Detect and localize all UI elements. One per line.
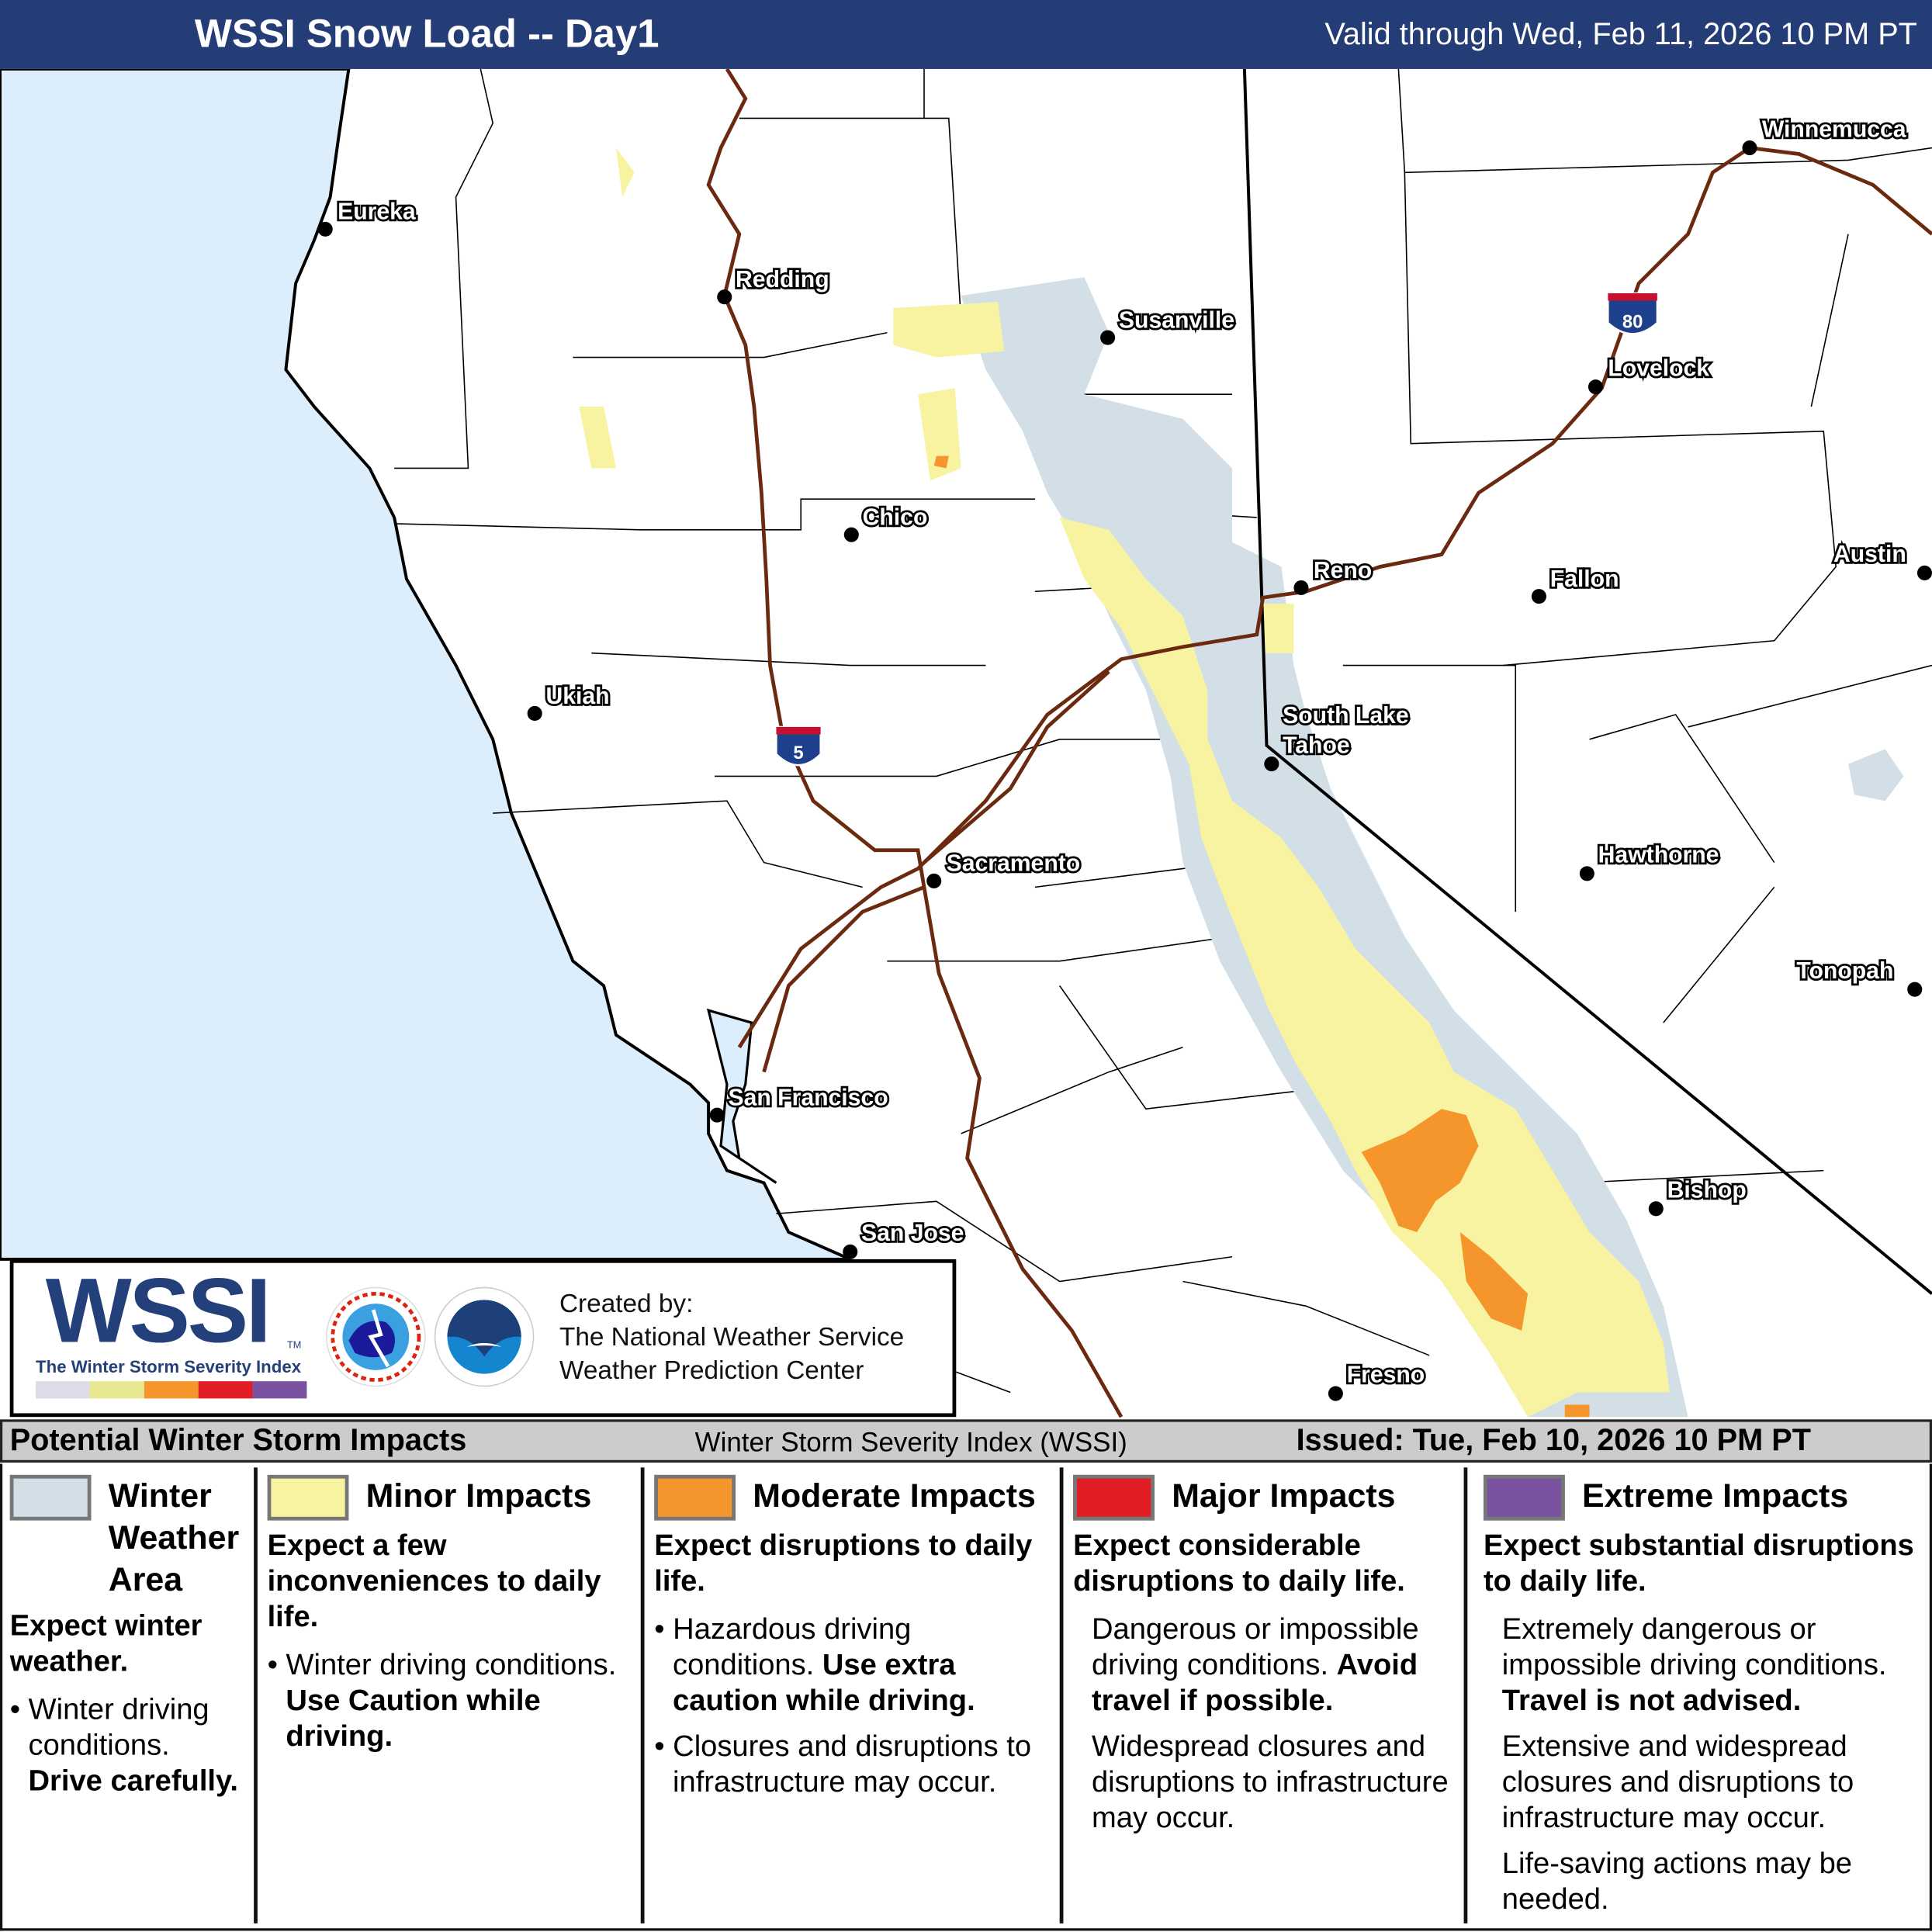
swatch-extreme <box>1483 1474 1565 1521</box>
legend-divider <box>640 1467 645 1923</box>
city-susanville: Susanville <box>1119 307 1234 333</box>
legend-extreme: Extreme Impacts Expect substantial disru… <box>1483 1463 1927 1928</box>
legend-bullet: • Winter driving conditions. Use Caution… <box>267 1648 617 1754</box>
legend-text: Life-saving actions may be needed. <box>1501 1847 1853 1916</box>
city-bishop: Bishop <box>1667 1178 1747 1203</box>
legend-text: Widespread closures and disruptions to i… <box>1091 1729 1449 1835</box>
legend-lead: Expect winter weather. <box>9 1608 203 1678</box>
legend-bullet: • Closures and disruptions to infrastruc… <box>654 1729 1032 1799</box>
legend-lead: Expect a few inconveniences to daily lif… <box>267 1529 601 1634</box>
city-south-lake-tahoe: South Lake <box>1283 703 1409 729</box>
map: 5 80 Eureka Redding Susanville Chico Uki… <box>0 68 1932 1420</box>
city-eureka: Eureka <box>338 199 416 225</box>
us-50 <box>923 670 1110 864</box>
created-label: Created by: <box>559 1290 694 1319</box>
wssi-logo: WSSI <box>45 1259 272 1362</box>
legend-minor: Minor Impacts Expect a few inconvenience… <box>267 1463 637 1928</box>
swatch-minor <box>267 1474 349 1521</box>
ocean <box>0 68 851 1261</box>
swatch-major <box>1073 1474 1155 1521</box>
city-reno: Reno <box>1314 558 1372 583</box>
header-bar: WSSI Snow Load -- Day1 Valid through Wed… <box>0 0 1932 69</box>
valid-through: Valid through Wed, Feb 11, 2026 10 PM PT <box>1324 17 1917 52</box>
state-line <box>1242 68 1932 1295</box>
legend-divider <box>1059 1467 1064 1923</box>
winter-weather-nv <box>1848 749 1904 802</box>
legend-moderate: Moderate Impacts Expect disruptions to d… <box>654 1463 1054 1928</box>
impact-legend: Winter Weather Area Expect winter weather.… <box>0 1463 1932 1932</box>
city-lovelock: Lovelock <box>1608 355 1709 381</box>
interstate-80 <box>737 146 1932 1049</box>
city-san-jose: San Jose <box>861 1220 964 1246</box>
impacts-title-bar: Potential Winter Storm Impacts Winter St… <box>0 1419 1932 1463</box>
city-fallon: Fallon <box>1550 566 1619 592</box>
interstates <box>706 68 1932 1418</box>
created-by: Created by: The National Weather Service… <box>559 1287 904 1387</box>
map-title: WSSI Snow Load -- Day1 <box>194 11 660 56</box>
city-south-lake-tahoe-line2: Tahoe <box>1283 732 1350 758</box>
county-lines <box>394 68 1932 1394</box>
issued-time: Issued: Tue, Feb 10, 2026 10 PM PT <box>1296 1423 1811 1458</box>
city-austin: Austin <box>1833 542 1906 567</box>
shield-i80-number: 80 <box>1622 311 1643 332</box>
city-winnemucca: Winnemucca <box>1762 116 1906 142</box>
i-680 <box>762 885 925 1073</box>
city-redding: Redding <box>736 267 829 293</box>
moderate-impact-area <box>933 455 1590 1418</box>
legend-bullet: • Hazardous driving conditions. Use extr… <box>654 1612 975 1718</box>
city-chico: Chico <box>863 504 928 530</box>
wssi-color-scale <box>36 1381 307 1399</box>
shield-i5: 5 <box>775 725 822 767</box>
legend-lead: Expect considerable disruptions to daily… <box>1073 1529 1405 1598</box>
legend-winter-weather: Winter Weather Area Expect winter weather.… <box>9 1463 251 1928</box>
creator-nws: The National Weather Service <box>559 1323 905 1352</box>
legend-divider <box>254 1467 258 1923</box>
legend-label: Winter Weather Area <box>108 1477 240 1598</box>
wssi-trademark: TM <box>287 1339 302 1351</box>
minor-impact-area <box>579 147 1670 1418</box>
city-sacramento: Sacramento <box>947 851 1081 877</box>
swatch-winter-weather <box>9 1474 92 1521</box>
creator-wpc: Weather Prediction Center <box>559 1356 864 1385</box>
snow-areas <box>579 147 1904 1418</box>
wssi-logo-subtitle: The Winter Storm Severity Index <box>36 1356 302 1376</box>
legend-text: Dangerous or impossible driving conditio… <box>1091 1612 1419 1718</box>
legend-divider <box>1463 1467 1468 1923</box>
legend-text: Extremely dangerous or impossible drivin… <box>1501 1612 1887 1718</box>
legend-text: Extensive and widespread closures and di… <box>1501 1729 1854 1835</box>
shield-i80: 80 <box>1607 292 1659 335</box>
legend-label: Minor Impacts <box>365 1477 592 1515</box>
legend-label: Extreme Impacts <box>1582 1477 1849 1515</box>
legend-label: Major Impacts <box>1172 1477 1396 1515</box>
noaa-logo <box>434 1286 535 1387</box>
legend-label: Moderate Impacts <box>753 1477 1036 1515</box>
legend-major: Major Impacts Expect considerable disrup… <box>1073 1463 1460 1928</box>
city-ukiah: Ukiah <box>545 684 609 709</box>
legend-bullet: • Winter driving conditions. Drive caref… <box>9 1692 238 1798</box>
shield-i5-number: 5 <box>793 743 803 763</box>
swatch-moderate <box>654 1474 736 1521</box>
impacts-title: Potential Winter Storm Impacts <box>9 1423 467 1458</box>
city-hawthorne: Hawthorne <box>1598 843 1719 868</box>
credits-box: WSSI TM The Winter Storm Severity Index … <box>9 1259 957 1418</box>
city-tonopah: Tonopah <box>1796 958 1893 984</box>
legend-lead: Expect substantial disruptions to daily … <box>1483 1529 1914 1598</box>
legend-lead: Expect disruptions to daily life. <box>654 1529 1033 1598</box>
wssi-name: Winter Storm Severity Index (WSSI) <box>694 1426 1127 1458</box>
city-san-francisco: San Francisco <box>729 1085 888 1110</box>
interstate-5 <box>706 68 1124 1418</box>
legend-frame <box>0 1463 1932 1931</box>
cities: Eureka Redding Susanville Chico Ukiah Re… <box>317 114 1932 1401</box>
nws-logo <box>326 1286 426 1387</box>
city-fresno: Fresno <box>1347 1362 1425 1388</box>
